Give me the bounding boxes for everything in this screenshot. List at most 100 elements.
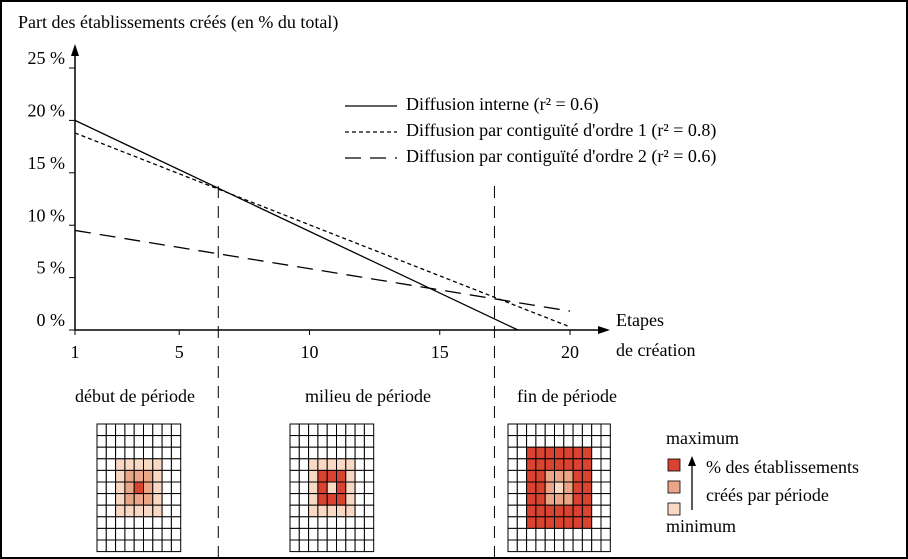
grid-cell (345, 504, 356, 518)
grid-cell (289, 527, 300, 541)
grid-cell (572, 458, 583, 471)
grid-cell (507, 527, 518, 541)
grid-cell (572, 493, 583, 506)
grid-cell (544, 493, 556, 506)
grid-cell (336, 446, 347, 460)
y-tick-label: 15 % (28, 153, 66, 173)
grid-cell (143, 435, 154, 448)
grid-cell (535, 435, 546, 448)
grid-cell (336, 516, 347, 529)
x-axis-label: de création (616, 340, 695, 360)
grid-cell (326, 516, 338, 529)
grid-cell (133, 423, 144, 437)
grid-cell (317, 493, 328, 506)
grid-cell (363, 516, 375, 529)
grid-cell (124, 527, 135, 541)
grid-cell (161, 446, 172, 460)
grid-cell (591, 435, 602, 448)
grid-cell (516, 446, 528, 460)
grid-cell (317, 446, 328, 460)
grid-cell (591, 516, 602, 529)
grid-cell (581, 493, 593, 506)
grid-cell (516, 504, 528, 518)
grid-cell (143, 458, 154, 471)
grid-cell (563, 504, 574, 518)
grid-cell (507, 516, 518, 529)
grid-cell (526, 446, 537, 460)
grid-cell (516, 516, 528, 529)
grid-cell (345, 435, 356, 448)
grid-cell (336, 481, 347, 495)
grid-cell (354, 458, 365, 471)
grid-cell (317, 469, 328, 483)
grid-cell (308, 539, 319, 553)
grid-cell (600, 446, 611, 460)
grid-cell (581, 469, 593, 483)
grid-cell (143, 469, 154, 483)
grid-cell (572, 481, 583, 495)
grid-cell (317, 458, 328, 471)
grid-cell (124, 423, 135, 437)
grid-cell (600, 527, 611, 541)
x-axis-arrow (598, 326, 610, 334)
grid-cell (115, 516, 126, 529)
grid-cell (170, 423, 182, 437)
grid-cell (345, 527, 356, 541)
x-tick-label: 1 (71, 342, 80, 362)
grid-cell (326, 504, 338, 518)
grid-cell (581, 458, 593, 471)
grid-cell (507, 504, 518, 518)
grid-cell (133, 435, 144, 448)
grid-cell (572, 423, 583, 437)
grid-cell (170, 516, 182, 529)
period-label: milieu de période (305, 386, 431, 406)
grid-cell (133, 516, 144, 529)
legend-label: Diffusion par contiguïté d'ordre 2 (r² =… (406, 146, 716, 167)
grid-cell (105, 504, 117, 518)
grid-cell (170, 527, 182, 541)
grid-cell (308, 446, 319, 460)
grid-cell (535, 527, 546, 541)
grid-cell (572, 504, 583, 518)
grid-cell (600, 458, 611, 471)
grid-cell (554, 504, 565, 518)
grid-cell (96, 516, 107, 529)
x-tick-label: 20 (561, 342, 579, 362)
grid-cell (124, 469, 135, 483)
grid-cell (535, 469, 546, 483)
grid-cell (289, 435, 300, 448)
grid-cell (581, 435, 593, 448)
grid-cell (563, 446, 574, 460)
grid-cell (526, 516, 537, 529)
grid-cell (133, 539, 144, 553)
grid-cell (170, 469, 182, 483)
grid-cell (326, 458, 338, 471)
grid-cell (115, 446, 126, 460)
grid-cell (96, 423, 107, 437)
grid-cell (591, 504, 602, 518)
grid-cell (96, 458, 107, 471)
grid-cell (308, 516, 319, 529)
grid-cell (298, 469, 310, 483)
grid-cell (563, 527, 574, 541)
grid-cell (363, 539, 375, 553)
grid-cell (363, 423, 375, 437)
grid-cell (317, 481, 328, 495)
grid-cell (124, 539, 135, 553)
grid-cell (563, 469, 574, 483)
grid-cell (152, 493, 163, 506)
grid-cell (143, 493, 154, 506)
grid-cell (591, 469, 602, 483)
grid-cell (336, 527, 347, 541)
y-tick-label: 5 % (37, 258, 66, 278)
grid-cell (105, 435, 117, 448)
grid-cell (289, 446, 300, 460)
grid-cell (591, 481, 602, 495)
grid-cell (124, 446, 135, 460)
grid-cell (526, 493, 537, 506)
grid-cell (563, 481, 574, 495)
grid-cell (170, 458, 182, 471)
grid-cell (298, 539, 310, 553)
grid-cell (507, 481, 518, 495)
grid-cell (591, 493, 602, 506)
